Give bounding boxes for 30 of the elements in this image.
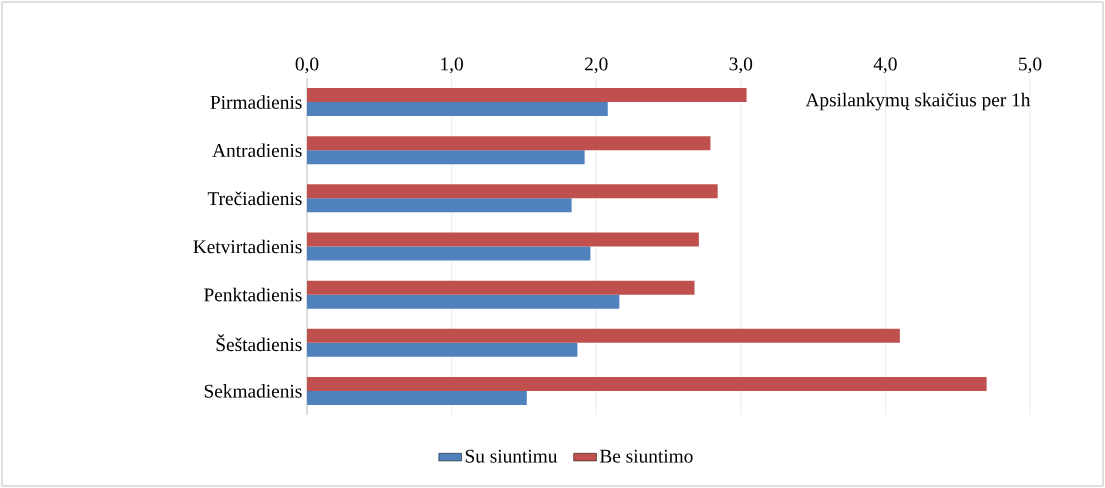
bar — [307, 342, 578, 357]
y-tick-label: Sekmadienis — [204, 384, 302, 398]
x-tick-label: 1,0 — [441, 57, 463, 74]
bar — [307, 184, 718, 199]
x-axis-title: Apsilankymų skaičius per 1h — [805, 92, 1031, 111]
y-tick-label: Ketvirtadienis — [193, 239, 302, 254]
y-tick-label: Penktadienis — [204, 287, 302, 302]
bar — [307, 102, 608, 117]
x-tick-label: 4,0 — [873, 57, 897, 74]
bar — [307, 376, 987, 391]
x-tick-label: 2,0 — [584, 57, 608, 74]
bar — [307, 280, 695, 295]
x-tick-label: 5,0 — [1019, 57, 1042, 74]
y-tick-label: Antradienis — [212, 143, 302, 158]
bar — [307, 390, 527, 405]
y-tick-label: Pirmadienis — [210, 95, 302, 109]
bar — [307, 328, 900, 343]
y-tick-label: Trečiadienis — [207, 191, 302, 206]
x-tick-label: 3,0 — [729, 57, 753, 74]
x-tick-label: 0,0 — [295, 57, 319, 74]
bar — [307, 88, 747, 103]
bar — [307, 246, 591, 261]
legend-label: Su siuntimu — [465, 449, 558, 463]
legend-label: Be siuntimo — [599, 449, 693, 463]
bar — [307, 232, 699, 247]
bar — [307, 136, 711, 151]
y-tick-label: Šeštadienis — [216, 334, 302, 352]
bar — [307, 294, 620, 309]
bar — [307, 198, 572, 213]
bar — [307, 150, 585, 165]
